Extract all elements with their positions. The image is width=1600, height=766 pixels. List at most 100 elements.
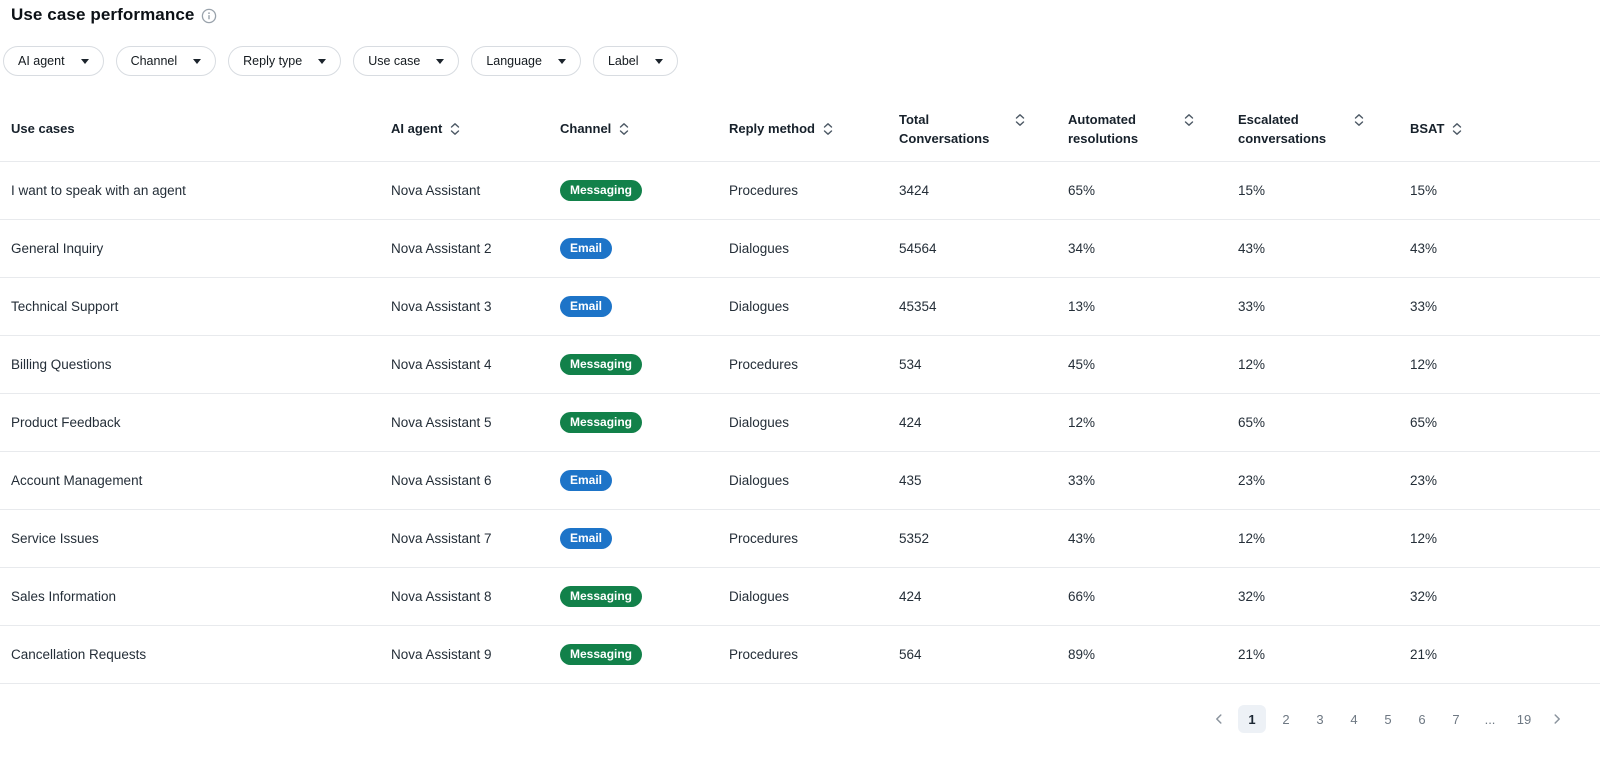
- reply-method-cell: Procedures: [729, 183, 799, 198]
- escalated-conversations-cell: 12%: [1238, 357, 1266, 372]
- table-row[interactable]: I want to speak with an agent Nova Assis…: [0, 161, 1600, 219]
- total-conversations-cell: 54564: [899, 241, 937, 256]
- column-header-automated-resolutions[interactable]: Automated resolutions: [1068, 110, 1238, 148]
- automated-resolutions-cell: 45%: [1068, 357, 1096, 372]
- column-label: Channel: [560, 121, 612, 136]
- page-button-3[interactable]: 3: [1316, 711, 1324, 727]
- page-button-4[interactable]: 4: [1350, 711, 1358, 727]
- bsat-cell: 21%: [1410, 647, 1438, 662]
- reply-method-cell: Dialogues: [729, 241, 790, 256]
- sort-icon[interactable]: [449, 122, 461, 136]
- table-row[interactable]: Product Feedback Nova Assistant 5 Messag…: [0, 393, 1600, 451]
- sort-icon[interactable]: [1451, 122, 1463, 136]
- sort-icon[interactable]: [1014, 113, 1026, 127]
- column-label: AI agent: [391, 121, 443, 136]
- column-label: BSAT: [1410, 121, 1445, 136]
- caret-down-icon: [654, 58, 663, 64]
- column-label: Automated resolutions: [1068, 111, 1139, 146]
- column-header-use-cases: Use cases: [11, 119, 391, 138]
- filter-ai-agent[interactable]: AI agent: [3, 46, 104, 76]
- page-button-19[interactable]: 19: [1516, 711, 1532, 727]
- column-header-total-conversations[interactable]: Total Conversations: [899, 110, 1068, 148]
- sort-icon[interactable]: [618, 122, 630, 136]
- reply-method-cell: Dialogues: [729, 473, 790, 488]
- automated-resolutions-cell: 89%: [1068, 647, 1096, 662]
- sort-icon[interactable]: [1353, 113, 1365, 127]
- table-row[interactable]: Technical Support Nova Assistant 3 Email…: [0, 277, 1600, 335]
- caret-down-icon: [557, 58, 566, 64]
- pagination: 1 2 3 4 5 6 7 ... 19: [1206, 705, 1570, 733]
- table-row[interactable]: Billing Questions Nova Assistant 4 Messa…: [0, 335, 1600, 393]
- table-row[interactable]: Account Management Nova Assistant 6 Emai…: [0, 451, 1600, 509]
- escalated-conversations-cell: 33%: [1238, 299, 1266, 314]
- page-button-7[interactable]: 7: [1452, 711, 1460, 727]
- info-icon[interactable]: [201, 8, 217, 24]
- bsat-cell: 33%: [1410, 299, 1438, 314]
- use-case-cell: Billing Questions: [11, 357, 112, 372]
- automated-resolutions-cell: 66%: [1068, 589, 1096, 604]
- filter-label: Label: [607, 54, 639, 68]
- ai-agent-cell: Nova Assistant 3: [391, 299, 492, 314]
- channel-cell: Email: [560, 528, 729, 549]
- column-header-ai-agent[interactable]: AI agent: [391, 119, 560, 138]
- escalated-conversations-cell: 15%: [1238, 183, 1266, 198]
- channel-badge: Email: [560, 238, 613, 259]
- column-header-reply-method[interactable]: Reply method: [729, 119, 899, 138]
- bsat-cell: 12%: [1410, 531, 1438, 546]
- filter-label: Channel: [130, 54, 178, 68]
- channel-cell: Messaging: [560, 412, 729, 433]
- use-case-cell: Cancellation Requests: [11, 647, 147, 662]
- total-conversations-cell: 424: [899, 589, 922, 604]
- bsat-cell: 23%: [1410, 473, 1438, 488]
- chevron-left-icon[interactable]: [1206, 705, 1232, 733]
- total-conversations-cell: 3424: [899, 183, 930, 198]
- column-label: Total Conversations: [899, 111, 990, 146]
- filter-reply-type[interactable]: Reply type: [228, 46, 342, 76]
- column-header-escalated-conversations[interactable]: Escalated conversations: [1238, 110, 1410, 148]
- filter-label: AI agent: [18, 54, 65, 68]
- use-case-cell: Technical Support: [11, 299, 119, 314]
- ai-agent-cell: Nova Assistant 9: [391, 647, 492, 662]
- page-button-5[interactable]: 5: [1384, 711, 1392, 727]
- table-row[interactable]: Cancellation Requests Nova Assistant 9 M…: [0, 625, 1600, 683]
- reply-method-cell: Dialogues: [729, 299, 790, 314]
- channel-badge: Messaging: [560, 586, 643, 607]
- use-case-cell: General Inquiry: [11, 241, 104, 256]
- column-header-bsat[interactable]: BSAT: [1410, 119, 1600, 138]
- page-button-6[interactable]: 6: [1418, 711, 1426, 727]
- page-button-1[interactable]: 1: [1238, 705, 1266, 733]
- use-case-cell: I want to speak with an agent: [11, 183, 186, 198]
- channel-cell: Email: [560, 470, 729, 491]
- total-conversations-cell: 424: [899, 415, 922, 430]
- total-conversations-cell: 564: [899, 647, 922, 662]
- channel-badge: Email: [560, 470, 613, 491]
- filter-language[interactable]: Language: [471, 46, 581, 76]
- filter-use-case[interactable]: Use case: [353, 46, 460, 76]
- filter-channel[interactable]: Channel: [115, 46, 217, 76]
- caret-down-icon: [318, 58, 327, 64]
- reply-method-cell: Dialogues: [729, 589, 790, 604]
- table-row[interactable]: General Inquiry Nova Assistant 2 Email D…: [0, 219, 1600, 277]
- table-row[interactable]: Sales Information Nova Assistant 8 Messa…: [0, 567, 1600, 625]
- chevron-right-icon[interactable]: [1544, 705, 1570, 733]
- total-conversations-cell: 435: [899, 473, 922, 488]
- escalated-conversations-cell: 43%: [1238, 241, 1266, 256]
- sort-icon[interactable]: [822, 122, 834, 136]
- caret-down-icon: [80, 58, 89, 64]
- escalated-conversations-cell: 23%: [1238, 473, 1266, 488]
- bsat-cell: 32%: [1410, 589, 1438, 604]
- channel-cell: Messaging: [560, 586, 729, 607]
- table-row[interactable]: Service Issues Nova Assistant 7 Email Pr…: [0, 509, 1600, 567]
- column-header-channel[interactable]: Channel: [560, 119, 729, 138]
- sort-icon[interactable]: [1183, 113, 1195, 127]
- caret-down-icon: [436, 58, 445, 64]
- page-button-2[interactable]: 2: [1282, 711, 1290, 727]
- use-case-table: Use cases AI agent Channel Reply method …: [0, 96, 1600, 684]
- channel-badge: Email: [560, 296, 613, 317]
- table-bottom-divider: [0, 683, 1600, 684]
- channel-badge: Messaging: [560, 180, 643, 201]
- column-label: Use cases: [11, 121, 75, 136]
- filter-label[interactable]: Label: [592, 46, 678, 76]
- escalated-conversations-cell: 65%: [1238, 415, 1266, 430]
